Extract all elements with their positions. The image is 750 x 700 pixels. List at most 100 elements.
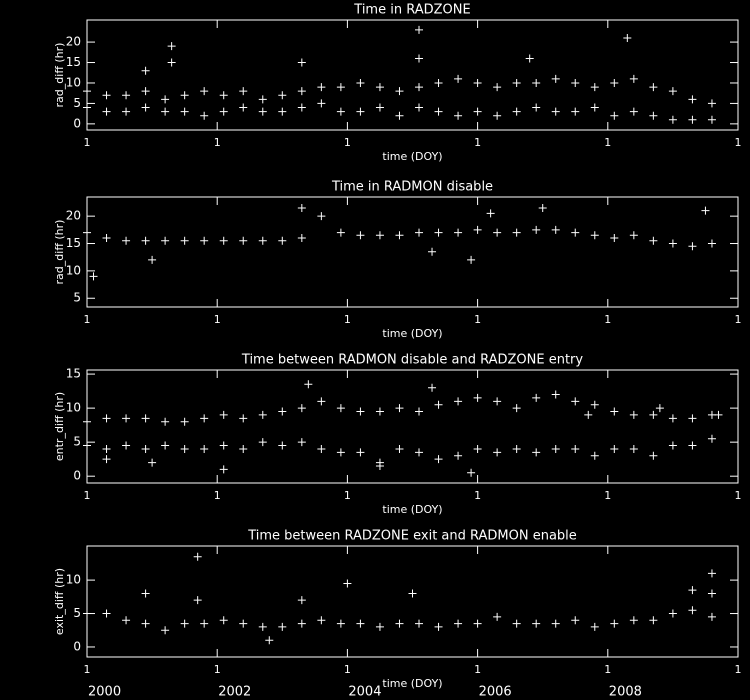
point [434,228,443,237]
point [317,83,326,92]
point [415,448,424,457]
point [551,107,560,116]
point [375,83,384,92]
point [122,414,131,423]
x-tick-label: 1 [214,489,221,502]
point [395,231,404,240]
point [219,91,228,100]
point [707,434,716,443]
point [148,255,157,264]
x-axis-label: time (DOY) [382,150,442,163]
point [707,612,716,621]
point [707,239,716,248]
point [493,83,502,92]
point [434,622,443,631]
point [551,225,560,234]
point [454,111,463,120]
x-tick-label: 1 [604,313,611,326]
point [356,107,365,116]
point [122,616,131,625]
point [668,239,677,248]
point [571,228,580,237]
point [317,444,326,453]
chart-title: Time between RADZONE exit and RADMON ena… [247,529,577,544]
y-tick-label: 0 [73,469,81,483]
point [590,622,599,631]
point [141,414,150,423]
point [551,390,560,399]
x-tick-label: 1 [604,136,611,149]
point [532,103,541,112]
point [278,91,287,100]
point [141,619,150,628]
point [688,586,697,595]
point [180,417,189,426]
point [200,414,209,423]
y-axis-label: exit_diff (hr) [53,568,66,635]
point [688,115,697,124]
point [278,107,287,116]
point [688,95,697,104]
point [395,87,404,96]
point [395,111,404,120]
y-tick-label: 5 [73,96,81,110]
year-label: 2000 [88,685,121,700]
point [707,569,716,578]
y-tick-label: 10 [66,75,81,89]
x-tick-label: 1 [735,313,742,326]
x-tick-label: 1 [344,489,351,502]
point [434,400,443,409]
point [239,414,248,423]
point [297,234,306,243]
point [375,461,384,470]
point [239,87,248,96]
point [629,444,638,453]
point [668,414,677,423]
point [297,404,306,413]
x-tick-label: 1 [344,136,351,149]
point [297,438,306,447]
point [102,455,111,464]
point [167,58,176,67]
point [141,66,150,75]
point [180,91,189,100]
point [434,455,443,464]
point [141,236,150,245]
point [707,589,716,598]
point [454,228,463,237]
y-tick-label: 0 [73,639,81,653]
point [336,448,345,457]
point [161,95,170,104]
point [336,228,345,237]
year-label: 2008 [609,685,642,700]
point [454,74,463,83]
point [193,596,202,605]
point [148,458,157,467]
x-tick-label: 1 [214,663,221,676]
point [317,397,326,406]
year-label: 2002 [218,685,251,700]
point [219,616,228,625]
point [649,451,658,460]
point [297,619,306,628]
point [701,206,710,215]
point [571,107,580,116]
point [590,400,599,409]
point [512,444,521,453]
point [668,609,677,618]
point [102,234,111,243]
y-tick-label: 10 [66,401,81,415]
point [512,228,521,237]
point [83,609,91,618]
x-tick-label: 1 [214,313,221,326]
chart-title: Time in RADMON disable [331,180,493,195]
x-tick-label: 1 [474,663,481,676]
point [688,242,697,251]
point [200,619,209,628]
y-tick-label: 0 [73,116,81,130]
point [473,444,482,453]
point [375,407,384,416]
point [141,87,150,96]
point [278,407,287,416]
point [161,441,170,450]
